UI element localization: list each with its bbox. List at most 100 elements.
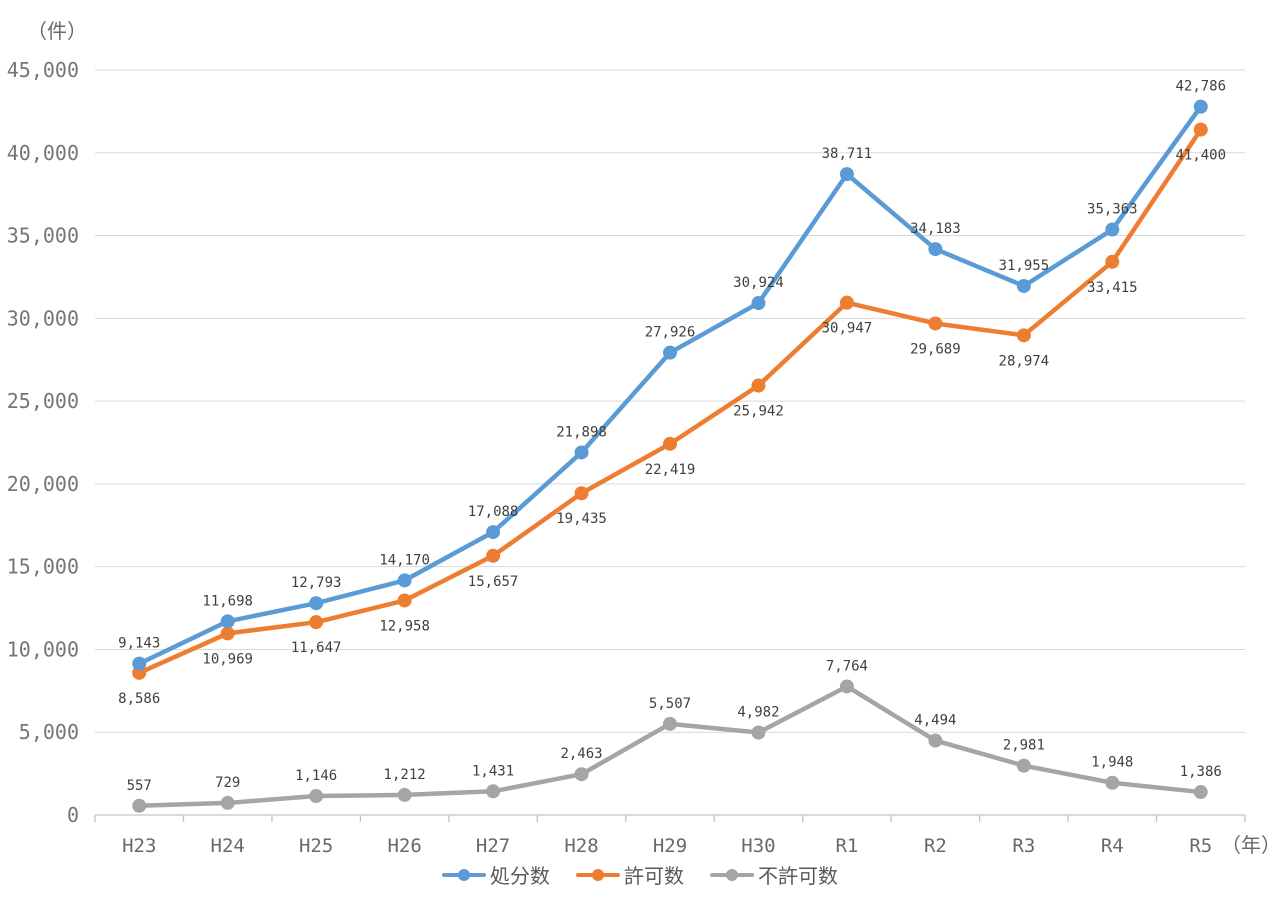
x-category-label: H27 [476, 835, 510, 857]
data-label-permits: 11,647 [291, 640, 342, 656]
series-marker-denials [397, 787, 412, 802]
data-label-disposals: 35,363 [1087, 202, 1138, 218]
x-category-label: H23 [122, 835, 156, 857]
series-marker-disposals [751, 296, 766, 311]
data-label-denials: 557 [127, 778, 152, 794]
series-marker-disposals [1105, 222, 1120, 237]
data-label-denials: 2,463 [560, 746, 602, 762]
y-tick-label: 25,000 [7, 389, 79, 413]
data-label-disposals: 34,183 [910, 221, 961, 237]
series-marker-permits [1016, 328, 1031, 343]
series-marker-disposals [220, 614, 235, 629]
legend-swatch-denials-icon [710, 868, 754, 882]
y-tick-label: 20,000 [7, 472, 79, 496]
data-label-denials: 4,982 [737, 705, 779, 721]
x-category-label: H25 [299, 835, 333, 857]
series-marker-permits [397, 593, 412, 608]
y-axis-unit-label: （件） [27, 19, 87, 43]
series-marker-permits [1105, 254, 1120, 269]
series-marker-disposals [574, 445, 589, 460]
data-label-disposals: 11,698 [202, 593, 253, 609]
y-tick-label: 15,000 [7, 555, 79, 579]
series-marker-permits [574, 486, 589, 501]
data-label-permits: 15,657 [468, 574, 519, 590]
x-category-label: R3 [1012, 835, 1035, 857]
series-marker-permits [1193, 122, 1208, 137]
legend-label-permits: 許可数 [624, 864, 684, 888]
x-category-label: H30 [741, 835, 775, 857]
legend-item-denials: 不許可数 [710, 860, 838, 889]
data-label-denials: 1,212 [384, 767, 426, 783]
data-label-denials: 1,386 [1180, 764, 1222, 780]
series-marker-disposals [486, 525, 501, 540]
x-category-label: R2 [924, 835, 947, 857]
data-label-disposals: 27,926 [645, 325, 696, 341]
legend-swatch-disposals-icon [442, 868, 486, 882]
series-marker-disposals [839, 167, 854, 182]
data-label-permits: 22,419 [645, 462, 696, 478]
legend-label-denials: 不許可数 [758, 864, 838, 888]
data-label-permits: 28,974 [999, 353, 1050, 369]
x-category-label: R5 [1189, 835, 1212, 857]
x-category-label: H28 [564, 835, 598, 857]
series-marker-denials [1105, 775, 1120, 790]
series-marker-denials [1016, 758, 1031, 773]
series-marker-disposals [928, 242, 943, 257]
plot-area: 0 5,000 10,000 15,000 20,000 25,000 30,000 35,0… [7, 58, 1246, 857]
series-marker-denials [574, 767, 589, 782]
series-marker-disposals [132, 656, 147, 671]
y-tick-label: 0 [67, 803, 79, 827]
y-tick-label: 45,000 [7, 58, 79, 82]
series-marker-denials [663, 716, 677, 731]
data-label-denials: 2,981 [1003, 738, 1045, 754]
y-tick-label: 35,000 [7, 224, 79, 248]
series-marker-permits [751, 378, 766, 393]
y-tick-label: 5,000 [19, 720, 79, 744]
series-marker-permits [486, 548, 501, 563]
legend-item-disposals: 処分数 [442, 860, 550, 889]
data-label-disposals: 38,711 [822, 146, 873, 162]
data-label-denials: 1,431 [472, 763, 514, 779]
series-marker-disposals [397, 573, 412, 588]
series-marker-disposals [1016, 278, 1031, 293]
data-label-denials: 729 [215, 775, 240, 791]
data-label-denials: 4,494 [914, 713, 956, 729]
x-category-label: H24 [211, 835, 245, 857]
data-label-disposals: 21,898 [556, 424, 607, 440]
data-label-permits: 12,958 [379, 618, 430, 634]
data-label-disposals: 14,170 [379, 552, 430, 568]
data-label-disposals: 42,786 [1175, 79, 1226, 95]
series-marker-permits [309, 615, 324, 630]
x-category-label: H26 [387, 835, 421, 857]
y-tick-label: 40,000 [7, 141, 79, 165]
series-marker-denials [839, 679, 854, 694]
data-label-permits: 10,969 [202, 651, 253, 667]
series-marker-disposals [663, 345, 677, 360]
data-label-permits: 41,400 [1175, 148, 1226, 164]
y-tick-label: 30,000 [7, 306, 79, 330]
series-marker-permits [663, 436, 677, 451]
data-label-disposals: 30,924 [733, 275, 784, 291]
series-marker-denials [132, 798, 147, 813]
legend-item-permits: 許可数 [576, 860, 684, 889]
x-category-label: R1 [835, 835, 858, 857]
series-marker-denials [486, 784, 501, 799]
series-marker-disposals [1193, 99, 1208, 114]
legend-swatch-permits-icon [576, 868, 620, 882]
series-marker-denials [220, 795, 235, 810]
data-label-disposals: 17,088 [468, 504, 519, 520]
x-axis-unit-label: （年） [1221, 833, 1280, 857]
data-label-denials: 1,146 [295, 768, 337, 784]
legend-label-disposals: 処分数 [490, 864, 550, 888]
series-marker-denials [1193, 785, 1208, 800]
series-marker-permits [839, 295, 854, 310]
series-marker-disposals [309, 596, 324, 611]
x-category-label: H29 [653, 835, 687, 857]
series-marker-denials [928, 733, 943, 748]
data-label-denials: 5,507 [649, 696, 691, 712]
series-marker-denials [751, 725, 766, 740]
data-label-denials: 7,764 [826, 658, 868, 674]
y-tick-label: 10,000 [7, 637, 79, 661]
data-label-permits: 33,415 [1087, 280, 1138, 296]
